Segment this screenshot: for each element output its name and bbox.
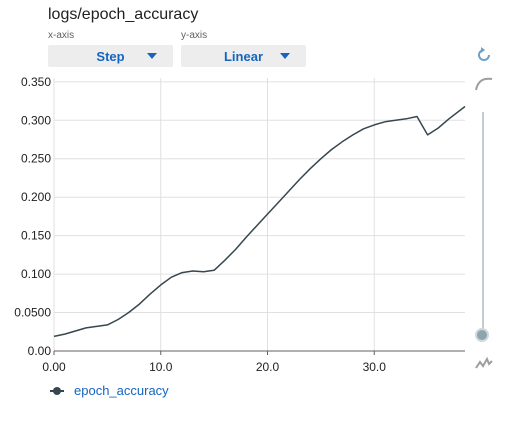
- chart-title: logs/epoch_accuracy: [48, 6, 199, 23]
- refresh-icon: [478, 47, 490, 61]
- x-tick-label: 30.0: [363, 360, 387, 374]
- series-line-epoch_accuracy[interactable]: [53, 105, 466, 338]
- chart-series: [53, 105, 466, 338]
- reset-button[interactable]: [474, 45, 494, 65]
- smoothing-toggle[interactable]: [474, 74, 494, 94]
- y-tick-label: 0.0500: [14, 306, 51, 320]
- legend-swatch: [50, 386, 64, 396]
- smooth-curve-icon: [475, 77, 493, 91]
- yaxis-caption: y-axis: [181, 30, 208, 41]
- chart-axes: 0.00 0.0500 0.100 0.150 0.200 0.250 0.300 0.350…: [14, 75, 465, 374]
- yaxis-select[interactable]: Linear: [181, 45, 306, 67]
- y-tick-label: 0.250: [21, 152, 51, 166]
- chevron-down-icon: [280, 53, 290, 59]
- yaxis-select-value: Linear: [223, 48, 263, 64]
- y-tick-label: 0.100: [21, 267, 51, 281]
- raw-line-icon: [475, 356, 493, 369]
- x-tick-label: 20.0: [256, 360, 280, 374]
- xaxis-select-value: Step: [96, 48, 125, 64]
- x-tick-label: 10.0: [149, 360, 173, 374]
- chevron-down-icon: [147, 53, 157, 59]
- smoothing-slider-track[interactable]: [482, 112, 484, 334]
- y-tick-label: 0.00: [28, 344, 52, 358]
- y-tick-label: 0.200: [21, 190, 51, 204]
- y-tick-label: 0.150: [21, 229, 51, 243]
- xaxis-caption: x-axis: [48, 30, 75, 41]
- legend-label: epoch_accuracy: [74, 383, 169, 398]
- smoothing-slider-handle[interactable]: [475, 328, 489, 342]
- xaxis-select[interactable]: Step: [48, 45, 173, 67]
- x-tick-label: 0.00: [42, 360, 66, 374]
- raw-line-toggle[interactable]: [474, 354, 494, 374]
- chart-legend: epoch_accuracy: [50, 383, 169, 398]
- y-tick-label: 0.350: [21, 75, 51, 89]
- y-tick-label: 0.300: [21, 113, 51, 127]
